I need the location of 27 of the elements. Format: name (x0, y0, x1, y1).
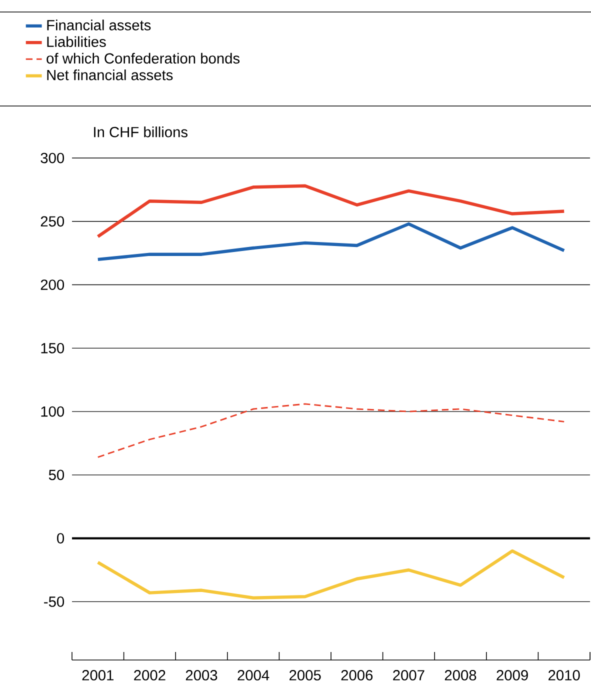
x-tick-label: 2007 (393, 670, 424, 680)
x-tick-label: 2003 (186, 670, 218, 680)
x-tick-label: 2006 (341, 670, 373, 680)
legend-label: Financial assets (47, 20, 151, 30)
y-tick-label: 50 (48, 470, 64, 480)
y-tick-label: 200 (40, 280, 64, 290)
x-tick-label: 2001 (82, 670, 114, 680)
legend-label: Liabilities (47, 36, 106, 47)
legend-label: of which Confederation bonds (46, 52, 240, 64)
x-tick-label: 2002 (134, 670, 166, 680)
y-tick-label: -50 (44, 596, 64, 607)
x-tick-label: 2009 (496, 670, 528, 680)
y-tick-label: 300 (40, 152, 64, 164)
legend-label: Net financial assets (47, 69, 173, 80)
line-series (97, 403, 565, 458)
y-tick-label: 150 (41, 342, 64, 354)
y-tick-label: 100 (41, 406, 64, 417)
x-tick-label: 2005 (290, 670, 321, 680)
line-series (96, 549, 566, 600)
x-tick-label: 2004 (238, 670, 270, 680)
y-tick-label: 0 (57, 533, 64, 544)
x-tick-label: 2010 (548, 670, 580, 680)
y-axis-title: In CHF billions (94, 126, 188, 138)
line-series (96, 222, 566, 262)
line-series (96, 184, 566, 238)
x-tick-label: 2008 (444, 670, 476, 680)
y-tick-label: 250 (40, 216, 64, 227)
